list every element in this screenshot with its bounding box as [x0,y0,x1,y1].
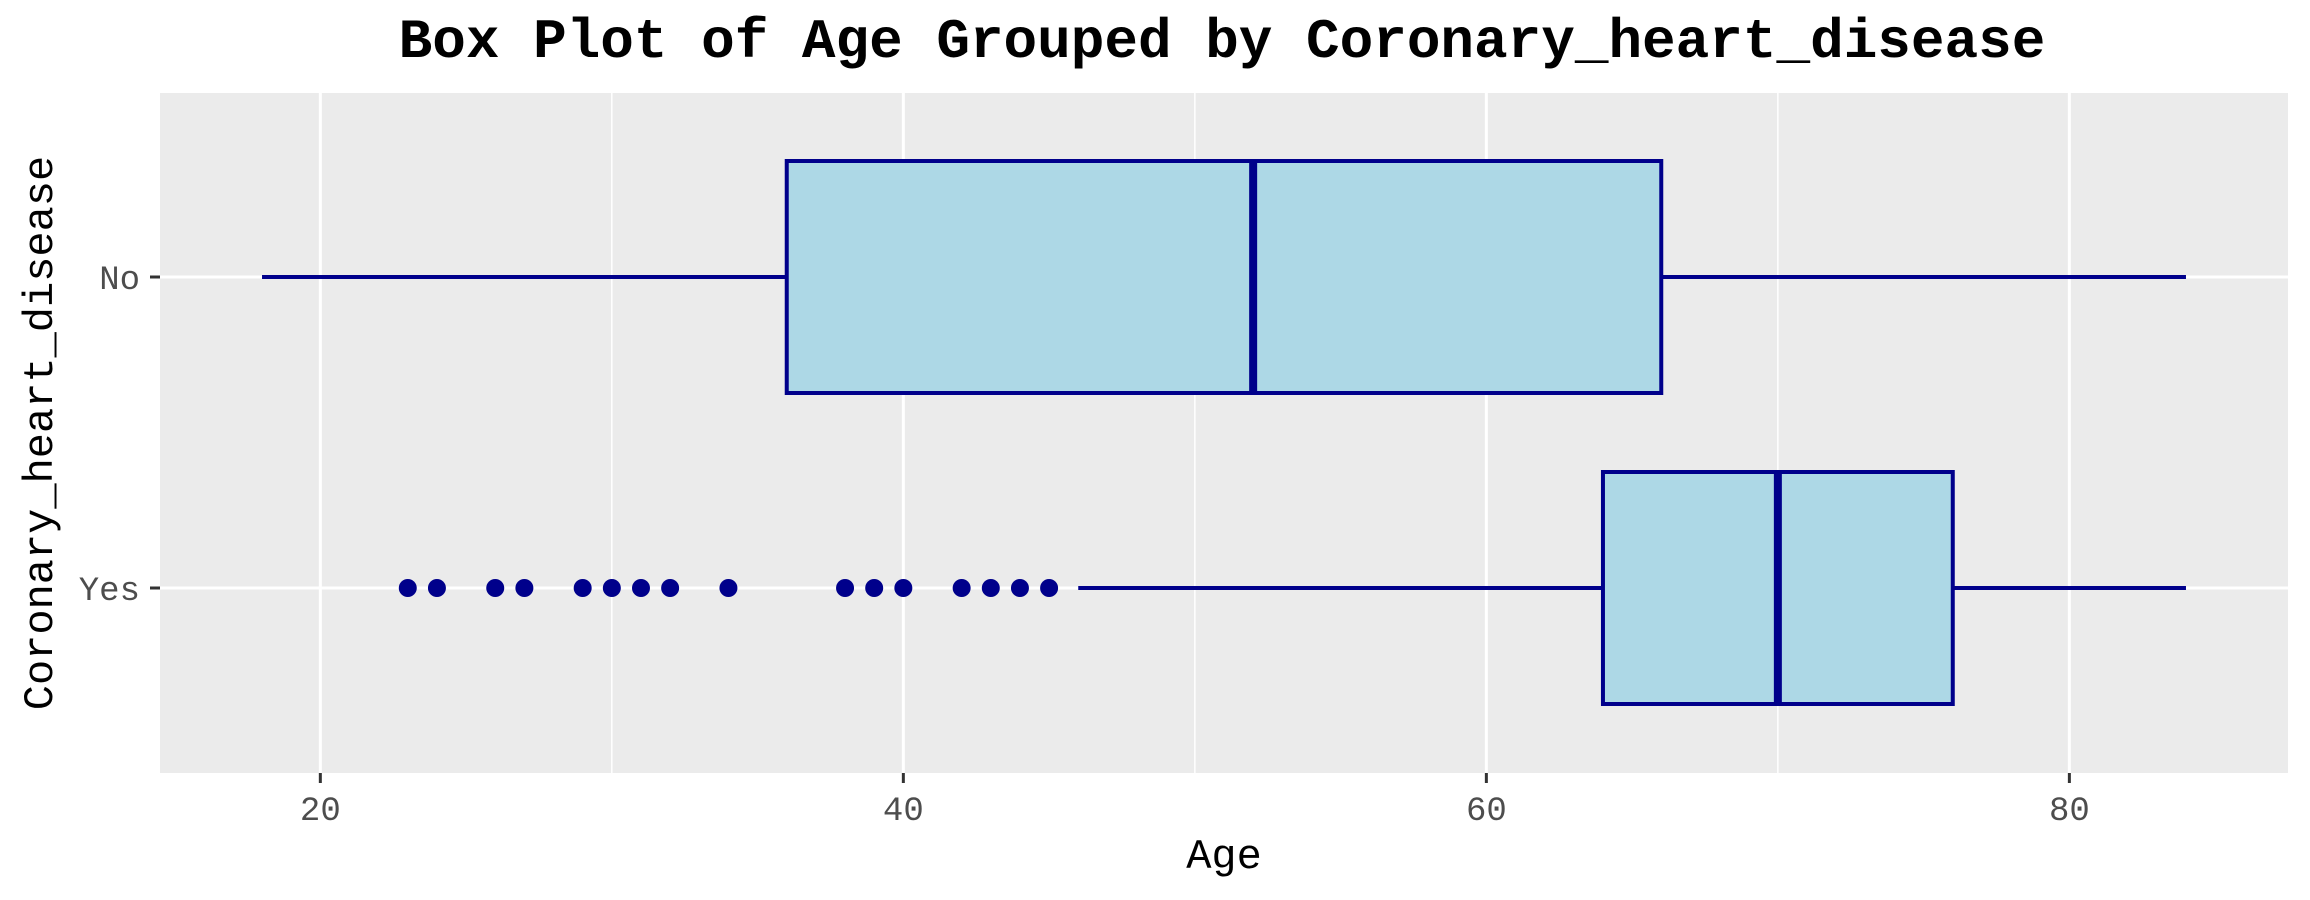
outlier-point [661,579,680,597]
y-tick-label: Yes [79,573,140,611]
outlier-point [427,579,446,597]
box-group-yes [398,470,2186,706]
x-tick-label: 20 [300,793,341,831]
outlier-point [602,579,621,597]
outlier-point [952,579,971,597]
y-tick-label: No [99,262,140,300]
outlier-point [486,579,505,597]
outlier-point [573,579,592,597]
chart-title: Box Plot of Age Grouped by Coronary_hear… [399,10,2046,74]
y-axis-title: Coronary_heart_disease [17,156,65,711]
outlier-point [1010,579,1029,597]
x-tick-label: 60 [1466,793,1507,831]
outlier-point [515,579,534,597]
outlier-point [981,579,1000,597]
box-iqr [784,159,1664,395]
x-tick-label: 80 [2049,793,2090,831]
axes: 20 40 60 80 No Yes [79,262,2090,831]
x-tick-label: 40 [883,793,924,831]
outlier-point [1040,579,1059,597]
outlier-point [865,579,884,597]
box-series [262,159,2186,706]
box-group-no [262,159,2186,395]
outlier-point [894,579,913,597]
x-axis-title: Age [1186,833,1262,881]
outlier-point [836,579,855,597]
outlier-point [719,579,738,597]
outlier-point [631,579,650,597]
outlier-point [398,579,417,597]
